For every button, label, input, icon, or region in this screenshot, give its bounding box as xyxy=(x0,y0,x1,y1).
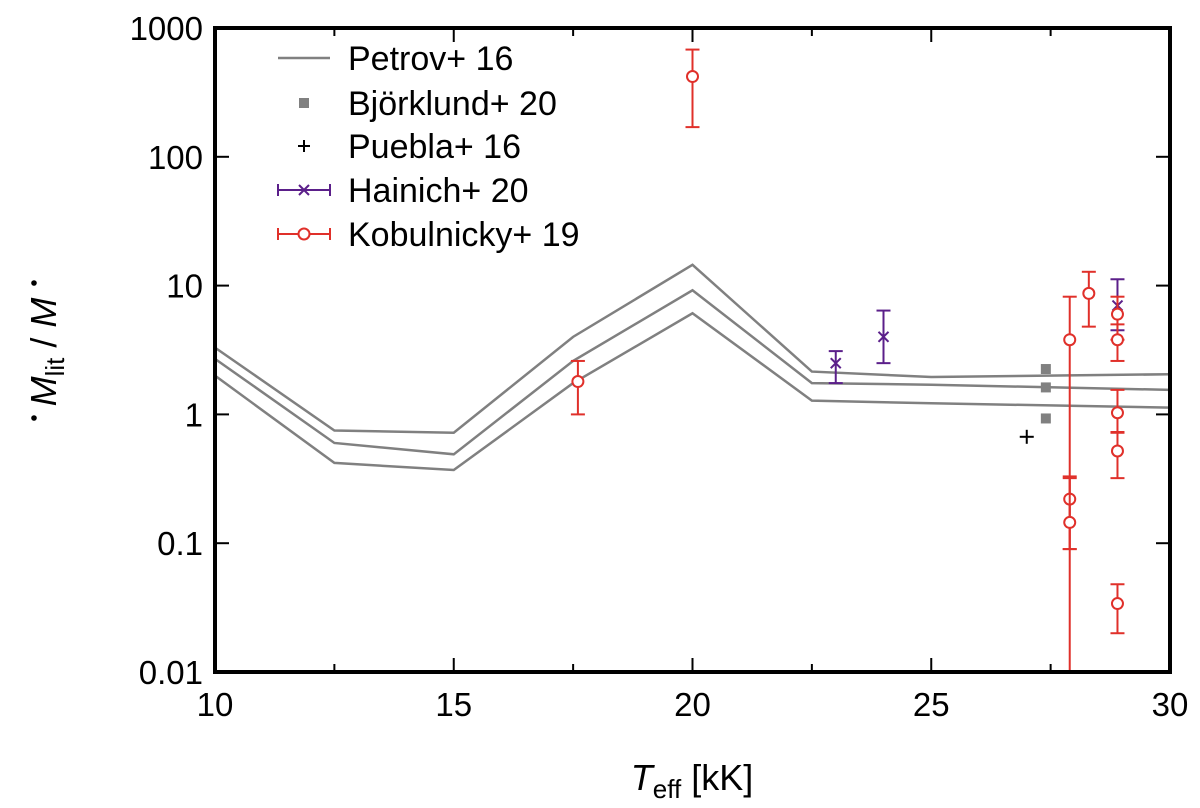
legend-label: Petrov+ 16 xyxy=(348,40,513,78)
y-axis-label: Mlit / M xyxy=(23,280,70,421)
puebla-point xyxy=(1019,429,1034,444)
x-tick-label: 25 xyxy=(913,686,950,723)
legend-label: Puebla+ 16 xyxy=(348,128,521,166)
x-axis-subscript: eff xyxy=(653,774,682,804)
y-tick-label: 0.01 xyxy=(139,654,203,691)
kobulnicky-marker xyxy=(1110,406,1124,420)
y-tick-label: 100 xyxy=(148,139,203,176)
x-axis-label: Teff [kK] xyxy=(631,757,753,804)
y-axis-subscript: lit xyxy=(40,357,70,377)
kobulnicky-marker xyxy=(1110,333,1124,347)
x-axis-label-text: Teff [kK] xyxy=(631,757,753,804)
y-tick-label: 1 xyxy=(185,396,203,433)
kobulnicky-marker xyxy=(686,70,699,84)
y-axis-symbol: M xyxy=(23,376,64,406)
kobulnicky-marker xyxy=(1110,597,1124,611)
legend-swatch xyxy=(297,227,311,241)
x-tick-label: 15 xyxy=(435,686,472,723)
legend-swatch xyxy=(299,98,309,108)
series-layer xyxy=(214,48,1171,672)
petrov-line xyxy=(214,288,1171,456)
x-axis-symbol: T xyxy=(631,757,656,798)
kobulnicky-point xyxy=(1062,477,1077,551)
hainich-point xyxy=(828,350,843,385)
y-axis-separator: / xyxy=(23,328,64,358)
x-tick-label: 10 xyxy=(197,686,234,723)
kobulnicky-marker xyxy=(1110,307,1124,321)
kobulnicky-marker xyxy=(571,375,585,389)
kobulnicky-point xyxy=(570,359,585,416)
legend-item: Puebla+ 16 xyxy=(298,128,521,166)
legend-swatch xyxy=(298,184,310,196)
petrov-line xyxy=(214,311,1171,472)
y-axis-label-text: Mlit / M xyxy=(23,298,70,407)
y-tick-label: 10 xyxy=(166,268,203,305)
y-axis-symbol-2: M xyxy=(23,298,64,328)
kobulnicky-point xyxy=(1110,388,1125,434)
kobulnicky-point xyxy=(1110,431,1125,480)
hainich-point xyxy=(876,309,891,365)
kobulnicky-marker xyxy=(1063,515,1077,529)
y-tick-label: 1000 xyxy=(130,10,203,47)
legend-item: Hainich+ 20 xyxy=(277,172,529,210)
kobulnicky-point xyxy=(1110,323,1125,362)
kobulnicky-point xyxy=(1110,583,1125,635)
bjorklund-point xyxy=(1040,382,1051,393)
mdot-dot xyxy=(31,280,37,286)
legend-label: Kobulnicky+ 19 xyxy=(348,216,580,254)
kobulnicky-point xyxy=(1081,270,1096,328)
kobulnicky-marker xyxy=(1110,444,1124,458)
kobulnicky-point xyxy=(685,48,700,129)
kobulnicky-marker xyxy=(1063,333,1077,347)
legend-label: Hainich+ 20 xyxy=(348,172,529,210)
x-tick-label: 20 xyxy=(674,686,711,723)
hainich-marker xyxy=(877,331,890,343)
legend: Petrov+ 16 Björklund+ 20 Puebla+ 16 Hainich… xyxy=(277,40,580,254)
mdot-dot xyxy=(31,415,37,421)
petrov-line xyxy=(214,263,1171,435)
x-tick-label: 30 xyxy=(1152,686,1189,723)
plot-frame xyxy=(213,26,1172,674)
ticks-layer: 10 15 20 25 30 0.01 0.1 1 10 100 1000 xyxy=(130,10,1189,723)
legend-item: Kobulnicky+ 19 xyxy=(277,216,580,254)
x-axis-unit: [kK] xyxy=(681,757,753,798)
bjorklund-point xyxy=(1040,364,1051,375)
y-tick-label: 0.1 xyxy=(157,525,203,562)
kobulnicky-marker xyxy=(1082,286,1096,300)
legend-label: Björklund+ 20 xyxy=(348,85,557,123)
legend-item: Petrov+ 16 xyxy=(278,40,513,78)
bjorklund-point xyxy=(1040,413,1051,424)
hainich-marker xyxy=(830,357,842,369)
legend-item: Björklund+ 20 xyxy=(299,85,557,123)
